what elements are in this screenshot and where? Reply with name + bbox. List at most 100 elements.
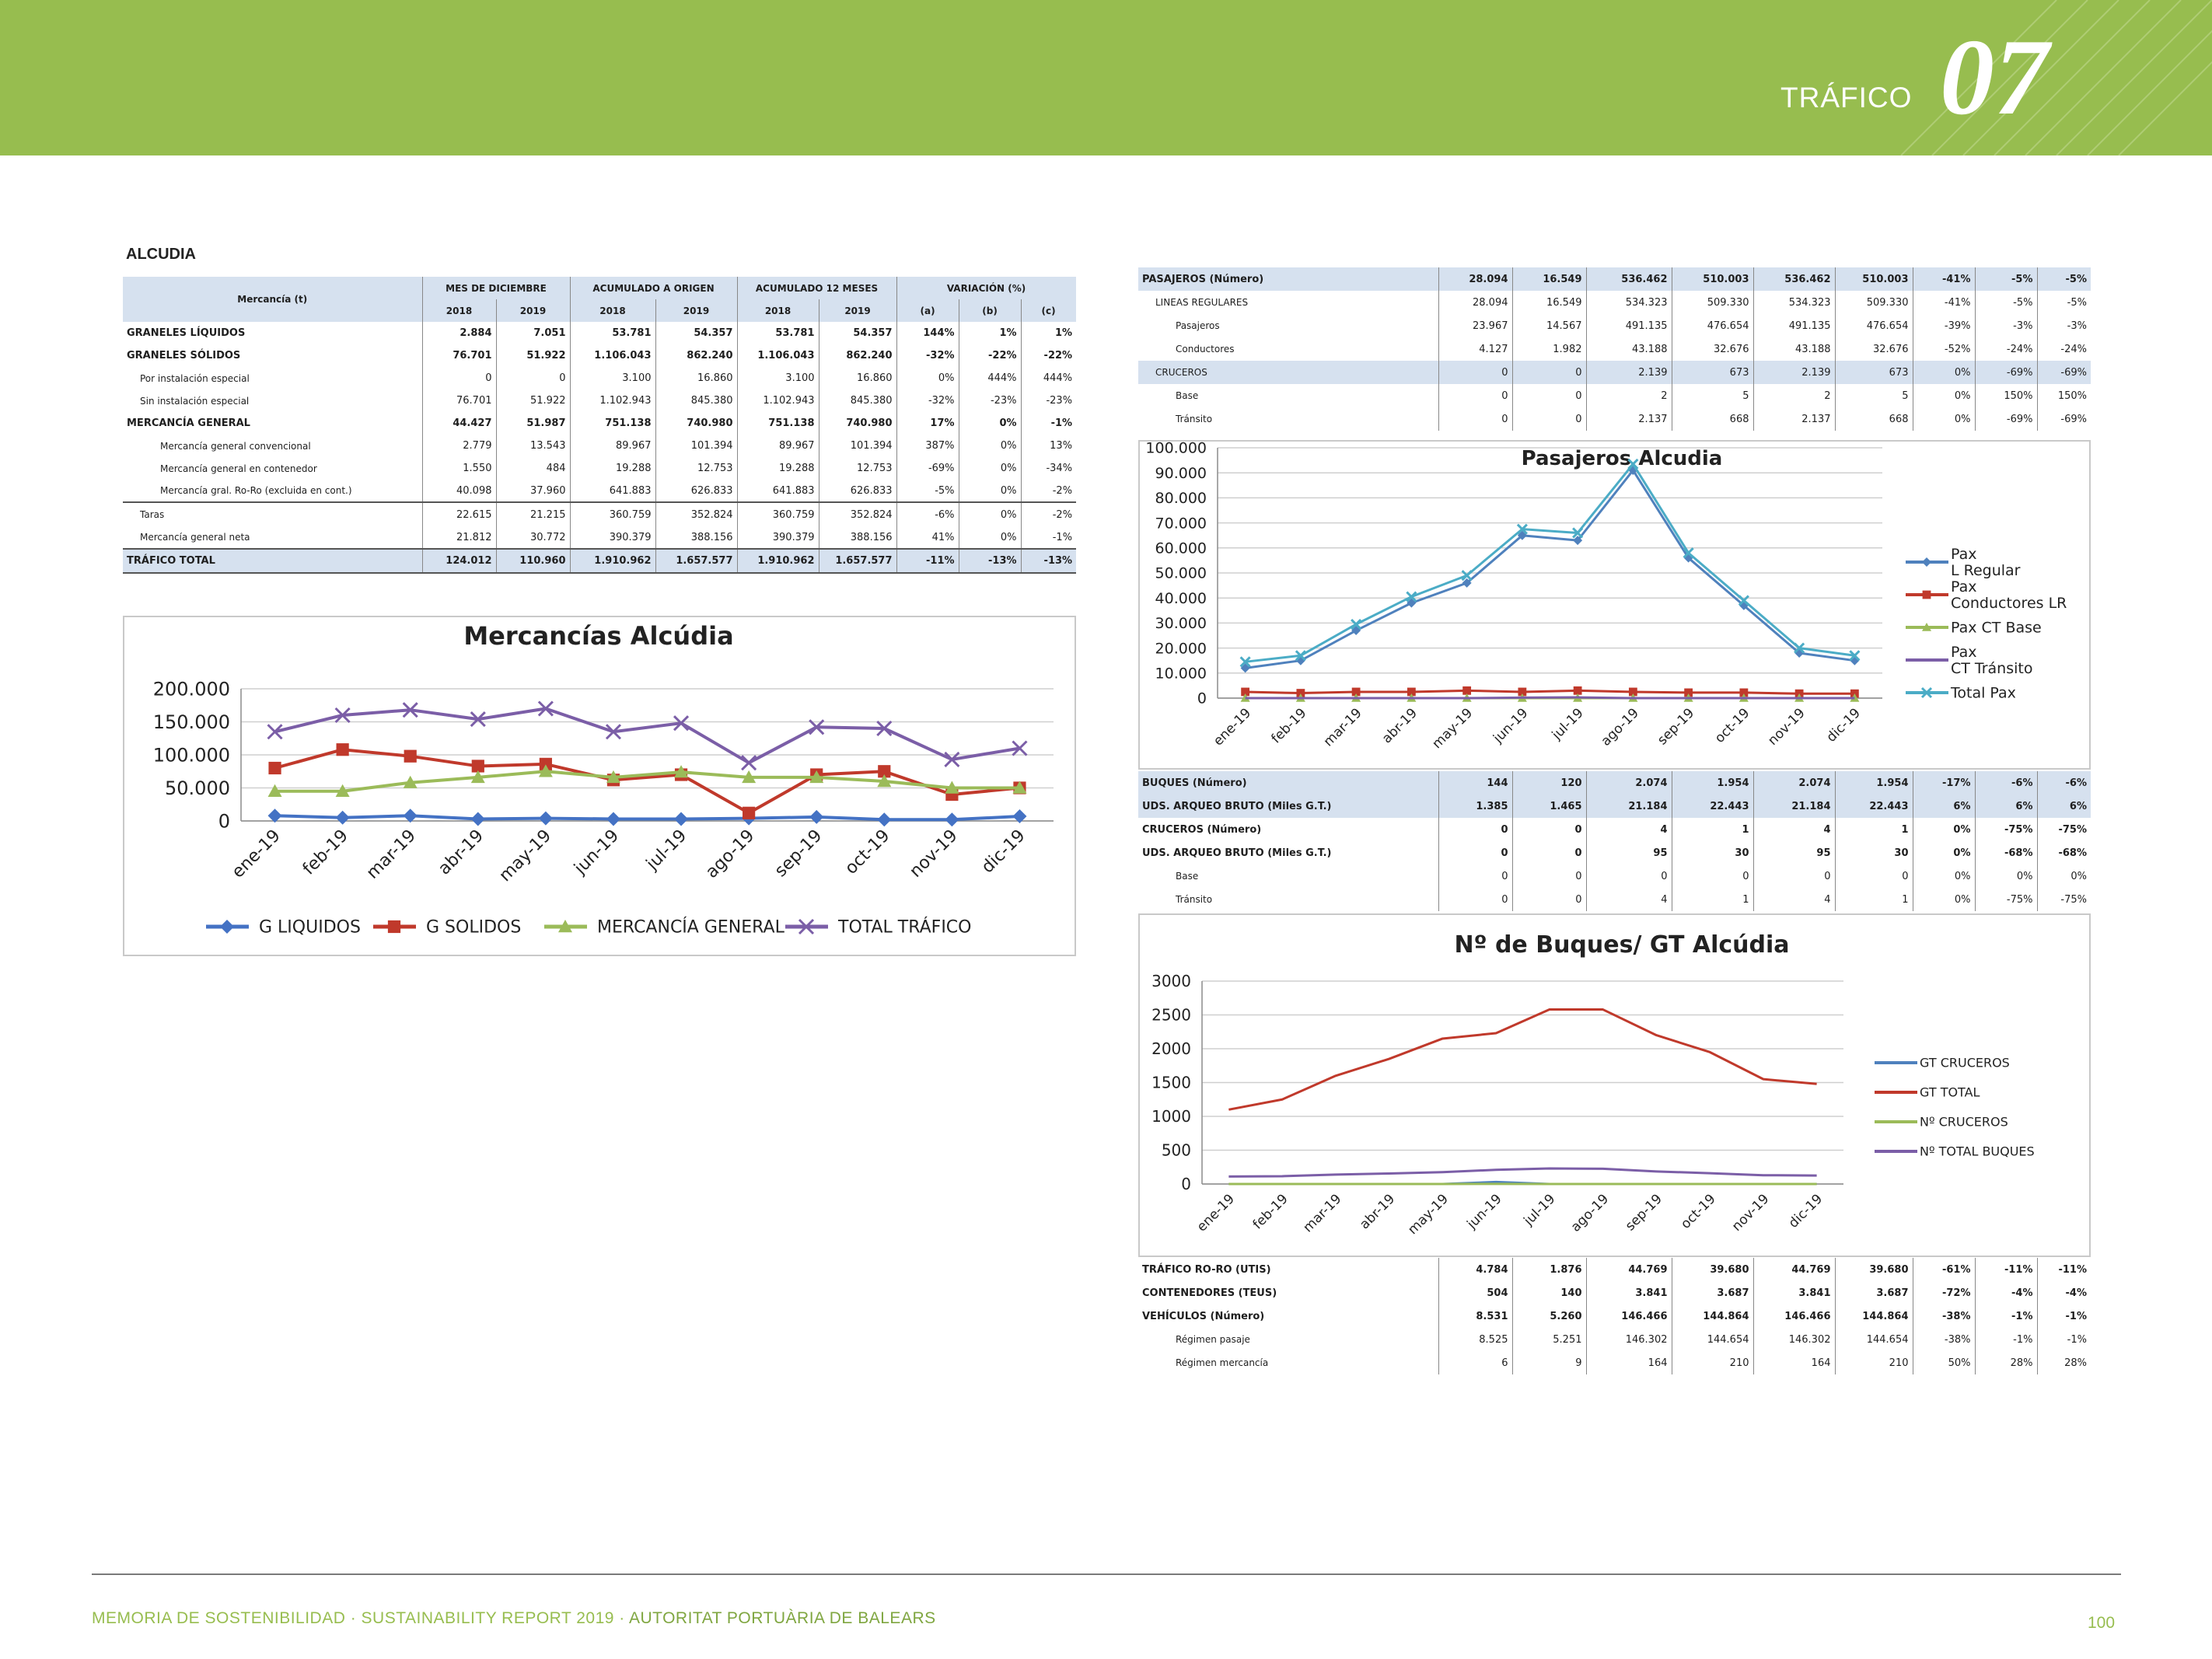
table-cell: 862.240 xyxy=(818,344,897,367)
table-row: CRUCEROS (Número) 0 0 4 1 4 1 0% -75% -75% xyxy=(1138,818,2091,841)
port-title: ALCUDIA xyxy=(126,247,196,263)
table-cell: -75% xyxy=(1974,888,2037,911)
table-cell: 0 xyxy=(495,367,570,389)
y-tick-label: 100.000 xyxy=(153,744,230,766)
table-cell: 19.288 xyxy=(569,457,655,480)
legend-label: TOTAL TRÁFICO xyxy=(837,917,972,938)
table-cell: -38% xyxy=(1912,1328,1975,1351)
legend-label: G LIQUIDOS xyxy=(259,918,361,938)
table-cell: 1.550 xyxy=(421,457,496,480)
data-point xyxy=(1922,557,1931,567)
table-cell: 144.864 xyxy=(1834,1304,1913,1328)
table-cell: 0 xyxy=(1511,407,1586,431)
chart-title: Mercancías Alcúdia xyxy=(463,621,733,651)
table-cell: 22.615 xyxy=(421,501,496,526)
y-tick-label: 3000 xyxy=(1151,972,1191,990)
row-label: Mercancía gral. Ro-Ro (excluida en cont.… xyxy=(160,485,352,496)
table-cell: 17% xyxy=(896,412,959,435)
table-cell: 1.657.577 xyxy=(818,548,897,574)
table-row: Sin instalación especial 76.701 51.922 1.10… xyxy=(123,389,1076,412)
footer-divider xyxy=(92,1573,2121,1575)
data-point xyxy=(1739,688,1749,697)
table-cell: 5.251 xyxy=(1511,1328,1586,1351)
section-title: TRÁFICO xyxy=(1780,82,1913,114)
table-cell: 476.654 xyxy=(1834,314,1913,337)
table-row: Base 0 0 0 0 0 0 0% 0% 0% xyxy=(1138,864,2091,888)
data-point-stroke xyxy=(1920,686,1933,699)
table-cell: -34% xyxy=(1020,457,1076,480)
table-cell: 95 xyxy=(1585,841,1672,864)
table-cell: -17% xyxy=(1912,771,1975,795)
data-point xyxy=(1296,689,1305,697)
data-point xyxy=(403,775,418,788)
table-row: CONTENEDORES (TEUS) 504 140 3.841 3.687 3.841… xyxy=(1138,1281,2091,1304)
data-point xyxy=(404,749,417,763)
data-point xyxy=(674,812,689,826)
data-point xyxy=(470,812,485,826)
table-row: Mercancía general neta 21.812 30.772 390.37… xyxy=(123,526,1076,549)
table-cell: 0% xyxy=(1974,864,2037,888)
data-point xyxy=(267,724,283,740)
x-tick-label: dic-19 xyxy=(1786,1191,1826,1231)
table-cell: 4 xyxy=(1752,818,1835,841)
table-cell: 21.812 xyxy=(421,526,496,549)
table-cell: 12.753 xyxy=(818,457,897,480)
data-point xyxy=(267,784,282,797)
y-tick-label: 80.000 xyxy=(1155,490,1207,507)
table-cell: 0 xyxy=(1438,384,1512,407)
x-tick-label: dic-19 xyxy=(978,826,1029,878)
table-cell: -69% xyxy=(896,457,959,480)
data-point xyxy=(945,781,959,794)
table-cell: 146.302 xyxy=(1752,1328,1835,1351)
buques-table-block: BUQUES (Número) 144 120 2.074 1.954 2.074 1.95… xyxy=(1138,771,2091,911)
table-cell: 76.701 xyxy=(421,344,496,367)
table-cell: 668 xyxy=(1834,407,1913,431)
series-line xyxy=(274,814,1020,822)
table-cell: 1 xyxy=(1834,888,1913,911)
data-point xyxy=(335,784,350,797)
table-cell: 51.987 xyxy=(495,412,570,435)
row-label: GRANELES LÍQUIDOS xyxy=(127,327,246,339)
table-row: Base 0 0 2 5 2 5 0% 150% 150% xyxy=(1138,384,2091,407)
table-cell: 4 xyxy=(1585,888,1672,911)
footer-organization: AUTORITAT PORTUÀRIA DE BALEARS xyxy=(628,1609,936,1627)
table-cell: 491.135 xyxy=(1752,314,1835,337)
table-cell: 0 xyxy=(1511,841,1586,864)
chart-mercancias-svg: Mercancías Alcúdia 200.000 150.000 100.000 5… xyxy=(153,621,1054,938)
table-cell: 0 xyxy=(1511,361,1586,384)
table-cell: -11% xyxy=(896,548,959,574)
table-cell: 22.443 xyxy=(1671,795,1753,818)
data-point xyxy=(743,806,756,819)
row-label: CONTENEDORES (TEUS) xyxy=(1142,1287,1277,1299)
y-tick-label: 30.000 xyxy=(1155,615,1207,632)
table-cell: 13.543 xyxy=(495,435,570,457)
data-point xyxy=(1241,687,1250,697)
legend-label-line: Pax xyxy=(1951,644,1977,661)
data-point xyxy=(673,715,690,732)
y-tick-label: 2000 xyxy=(1151,1039,1191,1058)
table-cell: 21.184 xyxy=(1585,795,1672,818)
x-tick-label: may-19 xyxy=(1405,1191,1452,1238)
row-label: Base xyxy=(1176,871,1199,882)
row-label: Mercancía general en contenedor xyxy=(160,463,317,474)
x-tick-label: abr-19 xyxy=(435,826,487,879)
chart-buques: Nº de Buques/ GT Alcúdia 3000 2500 2000 1500… xyxy=(1138,913,2091,1257)
table-cell: -23% xyxy=(958,389,1022,412)
footer-credits: MEMORIA DE SOSTENIBILIDAD · SUSTAINABILI… xyxy=(92,1609,936,1628)
table-cell: -6% xyxy=(2036,771,2091,795)
row-label: TRÁFICO RO-RO (UTIS) xyxy=(1142,1263,1271,1276)
table-cell: 2.139 xyxy=(1752,361,1835,384)
table-row: MERCANCÍA GENERAL 44.427 51.987 751.138 740.… xyxy=(123,412,1076,435)
table-cell: 101.394 xyxy=(655,435,738,457)
table-cell: 30 xyxy=(1671,841,1753,864)
data-point-stroke xyxy=(876,720,893,737)
chart-pasajeros: Pasajeros Alcudia 100.000 90.000 80.000 70.0… xyxy=(1138,440,2091,770)
table-cell: 509.330 xyxy=(1834,291,1913,314)
table-cell: 1% xyxy=(958,322,1022,344)
table-cell: 6 xyxy=(1438,1351,1512,1374)
group-header: VARIACIÓN (%) xyxy=(896,277,1076,299)
table-cell: -2% xyxy=(1020,480,1076,502)
table-cell: 673 xyxy=(1671,361,1753,384)
table-row: BUQUES (Número) 144 120 2.074 1.954 2.074 1.95… xyxy=(1138,771,2091,795)
table-cell: -69% xyxy=(2036,407,2091,431)
